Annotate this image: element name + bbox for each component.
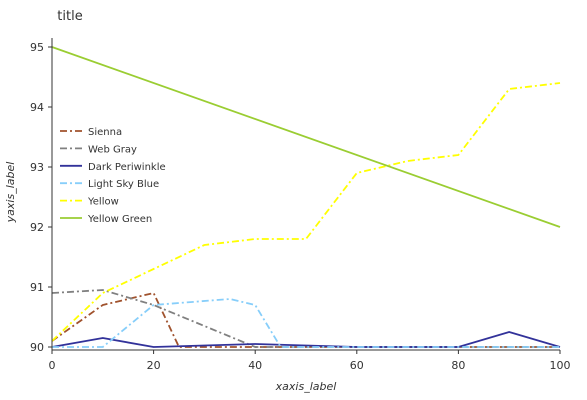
- y-tick-label: 94: [30, 101, 44, 114]
- legend-label-yellow-green: Yellow Green: [87, 214, 152, 225]
- y-axis-label: yaxis_label: [4, 162, 17, 224]
- y-tick-label: 93: [30, 161, 44, 174]
- legend-label-yellow: Yellow: [87, 197, 119, 208]
- series-line-web-gray: [51, 289, 560, 348]
- x-tick-label: 80: [451, 359, 465, 372]
- plot-area: [51, 46, 561, 348]
- legend-label-web-gray: Web Gray: [88, 144, 137, 155]
- chart-title: title: [57, 9, 82, 24]
- legend-label-sienna: Sienna: [88, 127, 122, 138]
- y-tick-label: 91: [30, 281, 44, 294]
- x-tick-label: 20: [147, 359, 161, 372]
- legend-label-dark-periwinkle: Dark Periwinkle: [88, 162, 166, 173]
- x-axis-label: xaxis_label: [275, 380, 337, 393]
- x-tick-label: 0: [49, 359, 56, 372]
- y-tick-label: 90: [30, 341, 44, 354]
- series-line-sienna: [51, 292, 560, 348]
- series-line-dark-periwinkle: [51, 331, 561, 348]
- series-line-yellow: [51, 82, 561, 342]
- y-axis: 90 91 92 93 94 95: [30, 38, 53, 354]
- legend-label-light-sky-blue: Light Sky Blue: [88, 179, 159, 190]
- x-tick-label: 60: [350, 359, 364, 372]
- y-tick-label: 92: [30, 221, 44, 234]
- legend: Sienna Web Gray Dark Periwinkle Light Sky B…: [60, 127, 166, 225]
- x-tick-label: 100: [550, 359, 571, 372]
- y-tick-label: 95: [30, 41, 44, 54]
- x-axis: 0 20 40 60 80 100: [49, 349, 571, 372]
- series-line-light-sky-blue: [52, 298, 560, 348]
- x-tick-label: 40: [248, 359, 262, 372]
- series-line-yellow-green: [51, 46, 561, 228]
